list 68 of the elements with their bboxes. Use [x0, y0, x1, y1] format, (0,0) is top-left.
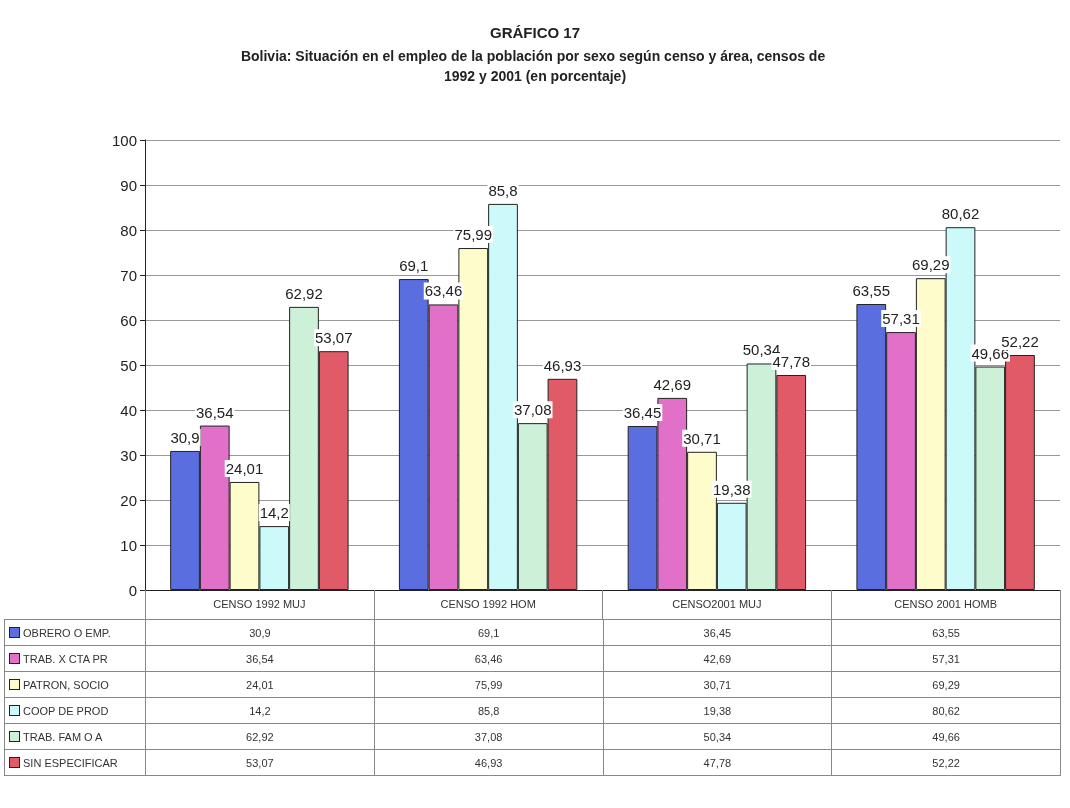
- y-tick-label: 50: [120, 356, 137, 374]
- data-label: 69,1: [374, 619, 603, 646]
- data-label: 50,34: [603, 723, 832, 750]
- data-label: 49,66: [831, 723, 1061, 750]
- data-label: 37,08: [374, 723, 603, 750]
- y-tick-label: 90: [120, 176, 137, 194]
- legend-label: SIN ESPECIFICAR: [4, 749, 146, 776]
- y-tick-label: 60: [120, 311, 137, 329]
- data-label: 14,2: [145, 697, 375, 724]
- chart-subtitle: Bolivia: Situación en el empleo de la población por sexo según censo y área, censos de 1992 y 2001 (en porcentaje): [240, 48, 830, 84]
- legend-label: TRAB. FAM O A: [4, 723, 146, 750]
- text: 42,69: [653, 375, 692, 393]
- text: 69,29: [911, 256, 950, 274]
- text: 36,45: [623, 403, 662, 421]
- y-tick-label: 40: [120, 401, 137, 419]
- data-label: 75,99: [374, 671, 603, 698]
- text: 62,92: [285, 284, 323, 302]
- text: 30,71: [683, 429, 721, 447]
- text: 47,78: [772, 352, 810, 370]
- text: 53,07: [314, 329, 353, 347]
- data-label: 53,07: [145, 749, 375, 776]
- x-tick-label: CENSO 1992 HOM: [440, 597, 536, 610]
- y-tick-label: 100: [111, 131, 137, 149]
- text: 69,1: [399, 257, 429, 275]
- data-label: 30,9: [145, 619, 375, 646]
- text: 85,8: [488, 181, 518, 199]
- data-label: 85,8: [374, 697, 603, 724]
- text: 75,99: [454, 226, 493, 244]
- legend-label: PATRON, SOCIO: [4, 671, 146, 698]
- x-tick-label: CENSO 1992 MUJ: [213, 597, 306, 610]
- text: 46,93: [543, 356, 582, 374]
- y-tick-label: 20: [120, 491, 137, 509]
- data-label: 24,01: [145, 671, 375, 698]
- data-label: 36,45: [603, 619, 832, 646]
- data-label: 69,29: [831, 671, 1061, 698]
- text: 19,38: [712, 480, 751, 498]
- y-tick-label: 70: [120, 266, 137, 284]
- y-tick-label: 30: [120, 446, 137, 464]
- data-label: 42,69: [603, 645, 832, 672]
- text: 57,31: [882, 310, 920, 328]
- data-label: 52,22: [831, 749, 1061, 776]
- text: 24,01: [225, 459, 264, 477]
- data-label: 57,31: [831, 645, 1061, 672]
- data-label: 47,78: [603, 749, 832, 776]
- text: 80,62: [941, 205, 980, 223]
- legend-label: OBRERO O EMP.: [4, 619, 146, 646]
- text: 36,54: [196, 403, 234, 421]
- chart-title: GRÁFICO 17: [489, 24, 581, 41]
- data-label: 63,46: [374, 645, 603, 672]
- data-label: 46,93: [374, 749, 603, 776]
- text: 37,08: [513, 401, 552, 419]
- text: 63,46: [424, 282, 463, 300]
- data-label: 62,92: [145, 723, 375, 750]
- x-tick-label: CENSO2001 MUJ: [672, 597, 762, 610]
- data-label: 63,55: [831, 619, 1061, 646]
- y-tick-label: 0: [128, 581, 137, 599]
- data-label: 80,62: [831, 697, 1061, 724]
- text: 30,9: [170, 428, 200, 446]
- y-tick-label: 80: [120, 221, 137, 239]
- data-label: 19,38: [603, 697, 832, 724]
- legend-label: COOP DE PROD: [4, 697, 146, 724]
- legend-label: TRAB. X CTA PR: [4, 645, 146, 672]
- data-label: 36,54: [145, 645, 375, 672]
- y-tick-label: 10: [120, 536, 137, 554]
- text: 63,55: [852, 282, 891, 300]
- data-label: 30,71: [603, 671, 832, 698]
- text: 14,2: [259, 504, 289, 522]
- x-tick-label: CENSO 2001 HOMB: [894, 597, 997, 610]
